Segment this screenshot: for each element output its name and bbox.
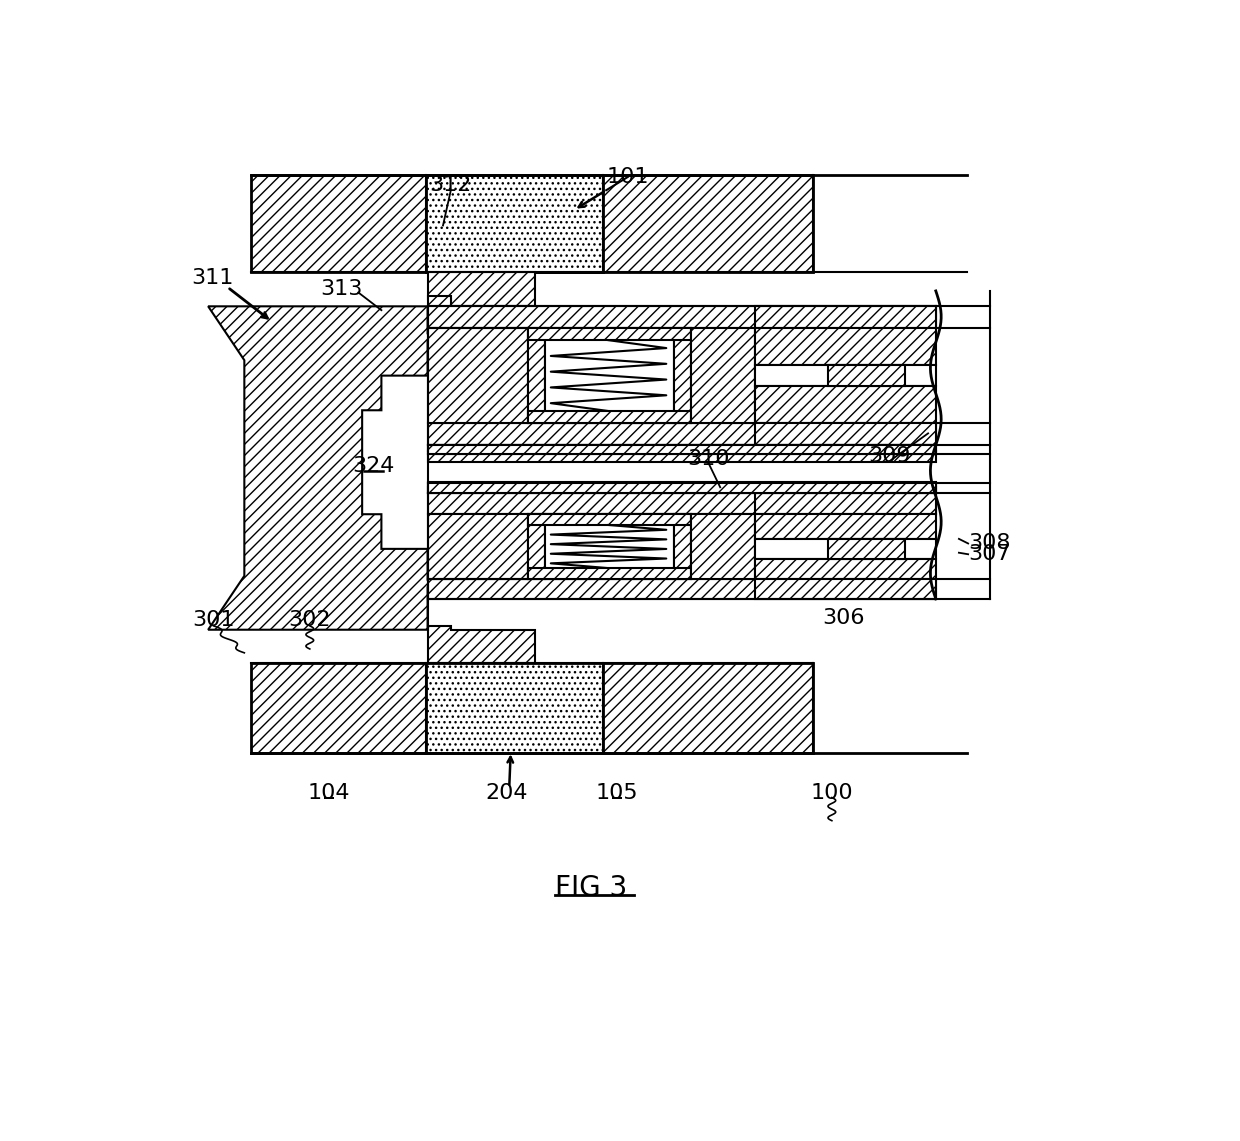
- Bar: [603, 663, 812, 753]
- Polygon shape: [428, 626, 536, 663]
- Bar: [603, 176, 812, 272]
- Bar: [428, 484, 936, 493]
- Bar: [250, 176, 427, 272]
- Bar: [828, 365, 905, 387]
- Polygon shape: [208, 306, 450, 630]
- Bar: [755, 327, 936, 365]
- Bar: [528, 515, 691, 525]
- Bar: [528, 411, 691, 423]
- Text: 324: 324: [352, 456, 394, 477]
- Bar: [428, 451, 936, 482]
- Bar: [427, 176, 603, 272]
- Bar: [428, 578, 936, 599]
- Bar: [428, 297, 450, 307]
- Text: FIG 3: FIG 3: [554, 874, 627, 901]
- Text: 308: 308: [968, 534, 1011, 553]
- Bar: [755, 365, 936, 387]
- Bar: [250, 663, 427, 753]
- Bar: [528, 515, 544, 578]
- Text: 310: 310: [687, 448, 730, 469]
- Bar: [428, 445, 936, 454]
- Bar: [427, 663, 603, 753]
- Bar: [755, 493, 936, 515]
- Bar: [428, 327, 528, 423]
- Bar: [427, 176, 603, 272]
- Bar: [544, 515, 675, 578]
- Bar: [428, 493, 936, 515]
- Text: 302: 302: [289, 610, 331, 631]
- Bar: [755, 306, 936, 327]
- Bar: [755, 559, 936, 578]
- Text: 309: 309: [868, 446, 911, 467]
- Text: 313: 313: [320, 280, 362, 299]
- Bar: [428, 451, 936, 462]
- Bar: [828, 539, 905, 559]
- Bar: [675, 327, 691, 423]
- Polygon shape: [428, 272, 536, 306]
- Bar: [755, 515, 936, 539]
- Bar: [528, 327, 691, 340]
- Bar: [755, 578, 936, 599]
- Text: 100: 100: [811, 783, 853, 803]
- Bar: [691, 327, 755, 423]
- Bar: [428, 515, 528, 578]
- Bar: [428, 306, 936, 327]
- Text: 311: 311: [191, 268, 233, 288]
- Bar: [755, 539, 936, 559]
- Bar: [428, 445, 936, 451]
- Bar: [428, 423, 936, 445]
- Bar: [691, 515, 755, 578]
- Text: 101: 101: [606, 167, 649, 187]
- Text: 105: 105: [595, 783, 639, 803]
- Text: 204: 204: [486, 783, 528, 803]
- Text: 307: 307: [968, 544, 1011, 565]
- Bar: [428, 482, 936, 493]
- Bar: [544, 327, 675, 423]
- Bar: [528, 327, 544, 423]
- Text: 301: 301: [192, 610, 234, 631]
- Bar: [528, 568, 691, 578]
- Bar: [428, 487, 936, 493]
- Bar: [675, 515, 691, 578]
- Text: 312: 312: [429, 175, 472, 195]
- Bar: [755, 387, 936, 423]
- Text: 104: 104: [308, 783, 350, 803]
- Text: 306: 306: [822, 608, 864, 629]
- Bar: [755, 423, 936, 445]
